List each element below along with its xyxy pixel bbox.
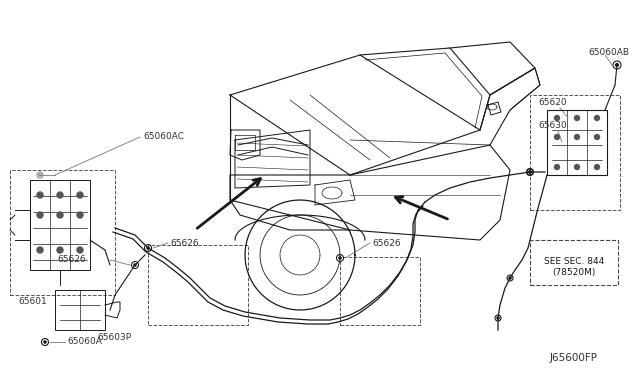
- Circle shape: [134, 264, 136, 266]
- Circle shape: [339, 257, 341, 259]
- Circle shape: [554, 115, 559, 121]
- Text: 65626: 65626: [57, 256, 86, 264]
- Circle shape: [497, 317, 499, 319]
- Text: 65626: 65626: [170, 238, 198, 247]
- Circle shape: [37, 247, 43, 253]
- Circle shape: [77, 247, 83, 253]
- Circle shape: [57, 247, 63, 253]
- Circle shape: [595, 135, 600, 140]
- Text: (78520M): (78520M): [552, 267, 596, 276]
- Circle shape: [77, 212, 83, 218]
- Circle shape: [616, 64, 618, 67]
- Text: J65600FP: J65600FP: [550, 353, 598, 363]
- Circle shape: [595, 115, 600, 121]
- Circle shape: [554, 164, 559, 170]
- Text: 65626: 65626: [372, 238, 401, 247]
- Circle shape: [39, 174, 41, 176]
- Circle shape: [529, 171, 531, 173]
- Circle shape: [575, 164, 579, 170]
- Circle shape: [509, 277, 511, 279]
- Circle shape: [595, 164, 600, 170]
- Circle shape: [57, 212, 63, 218]
- Text: 65603P: 65603P: [97, 334, 131, 343]
- Circle shape: [37, 192, 43, 198]
- Text: 65060AB: 65060AB: [588, 48, 629, 57]
- Circle shape: [147, 247, 149, 249]
- Circle shape: [575, 135, 579, 140]
- Circle shape: [77, 192, 83, 198]
- Text: 65630: 65630: [538, 121, 567, 129]
- Text: 65601: 65601: [18, 298, 47, 307]
- Circle shape: [57, 192, 63, 198]
- Text: 65620: 65620: [538, 97, 566, 106]
- Circle shape: [37, 212, 43, 218]
- Circle shape: [44, 341, 46, 343]
- Circle shape: [554, 135, 559, 140]
- Text: 65060A: 65060A: [67, 337, 102, 346]
- Text: 65060AC: 65060AC: [143, 131, 184, 141]
- Circle shape: [529, 171, 531, 173]
- Text: SEE SEC. 844: SEE SEC. 844: [544, 257, 604, 266]
- Circle shape: [575, 115, 579, 121]
